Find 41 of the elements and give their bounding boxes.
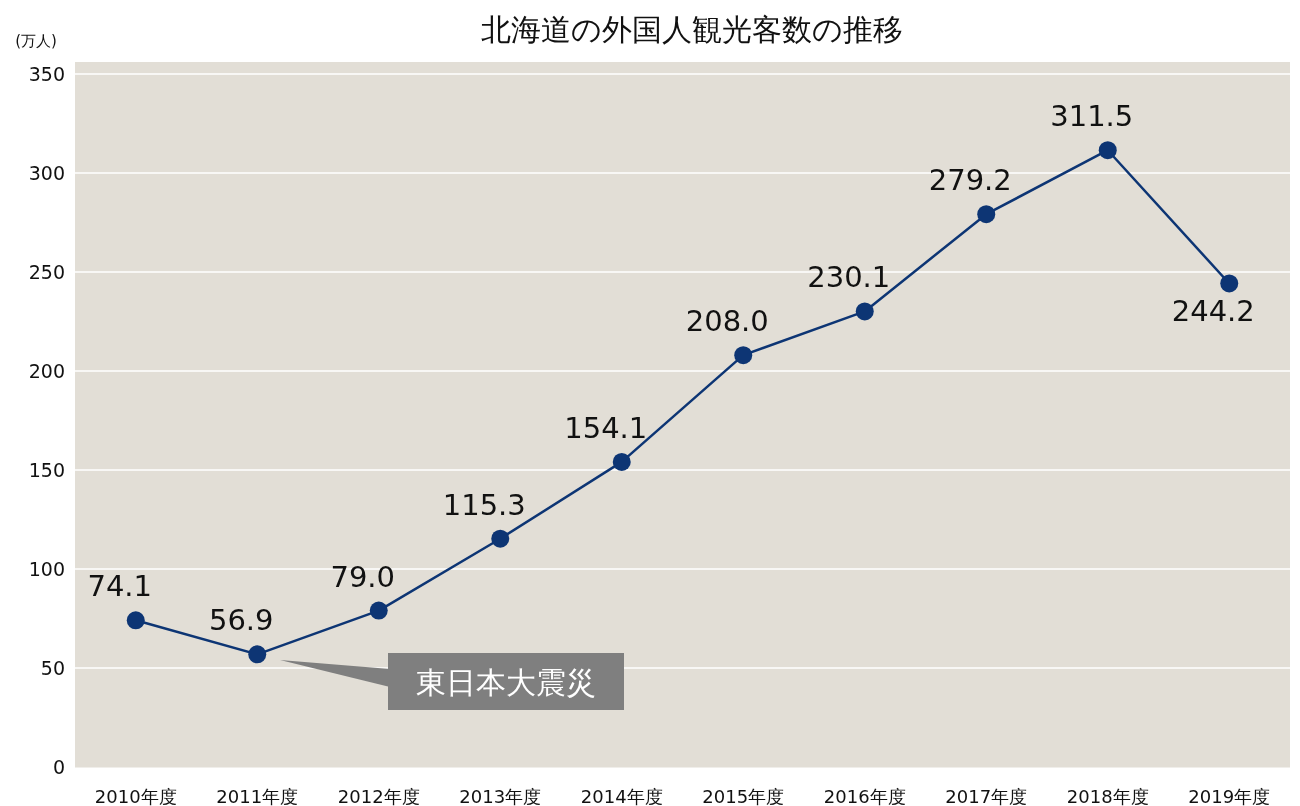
x-tick-label: 2018年度 xyxy=(1066,786,1149,806)
data-label: 154.1 xyxy=(564,410,648,445)
point xyxy=(977,205,996,224)
x-tick-label: 2015年度 xyxy=(702,786,785,806)
point xyxy=(855,302,874,321)
point xyxy=(491,529,510,548)
data-label: 79.0 xyxy=(330,559,396,594)
point xyxy=(612,452,631,471)
x-tick-label: 2017年度 xyxy=(945,786,1028,806)
x-tick-label: 2010年度 xyxy=(94,786,177,806)
point xyxy=(734,346,753,365)
x-tick-label: 2019年度 xyxy=(1188,786,1271,806)
data-label: 208.0 xyxy=(685,304,769,339)
data-label: 311.5 xyxy=(1050,99,1134,134)
data-label: 74.1 xyxy=(87,569,153,604)
point xyxy=(369,601,388,620)
y-tick-label: 250 xyxy=(28,261,65,283)
y-tick-label: 0 xyxy=(52,756,65,778)
annotation: 東日本大震災 xyxy=(416,665,596,700)
y-tick-label: 350 xyxy=(28,63,65,85)
data-label: 115.3 xyxy=(442,487,526,522)
data-label: 56.9 xyxy=(208,603,274,638)
data-label: 279.2 xyxy=(928,163,1012,198)
y-tick-label: 200 xyxy=(28,360,65,382)
point xyxy=(126,611,145,630)
x-tick-label: 2011年度 xyxy=(216,786,299,806)
x-tick-label: 2012年度 xyxy=(337,786,420,806)
x-tick-label: 2013年度 xyxy=(459,786,542,806)
x-tick-label: 2014年度 xyxy=(580,786,663,806)
y-axis-title: (万人) xyxy=(15,32,57,50)
data-label: 230.1 xyxy=(807,260,891,295)
y-tick-label: 50 xyxy=(40,657,65,679)
y-tick-label: 100 xyxy=(28,558,65,580)
x-tick-label: 2016年度 xyxy=(823,786,906,806)
data-label: 244.2 xyxy=(1171,294,1255,329)
y-tick-label: 300 xyxy=(28,162,65,184)
point xyxy=(1098,141,1117,160)
point xyxy=(248,645,267,664)
point xyxy=(1220,274,1239,293)
y-tick-label: 150 xyxy=(28,459,65,481)
chart-title: 北海道の外国人観光客数の推移 xyxy=(481,12,903,47)
